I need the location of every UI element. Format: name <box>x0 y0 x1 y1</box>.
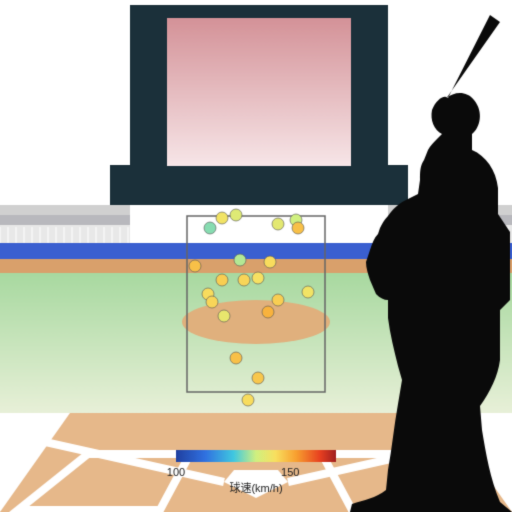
pitch-location-chart <box>0 0 512 512</box>
